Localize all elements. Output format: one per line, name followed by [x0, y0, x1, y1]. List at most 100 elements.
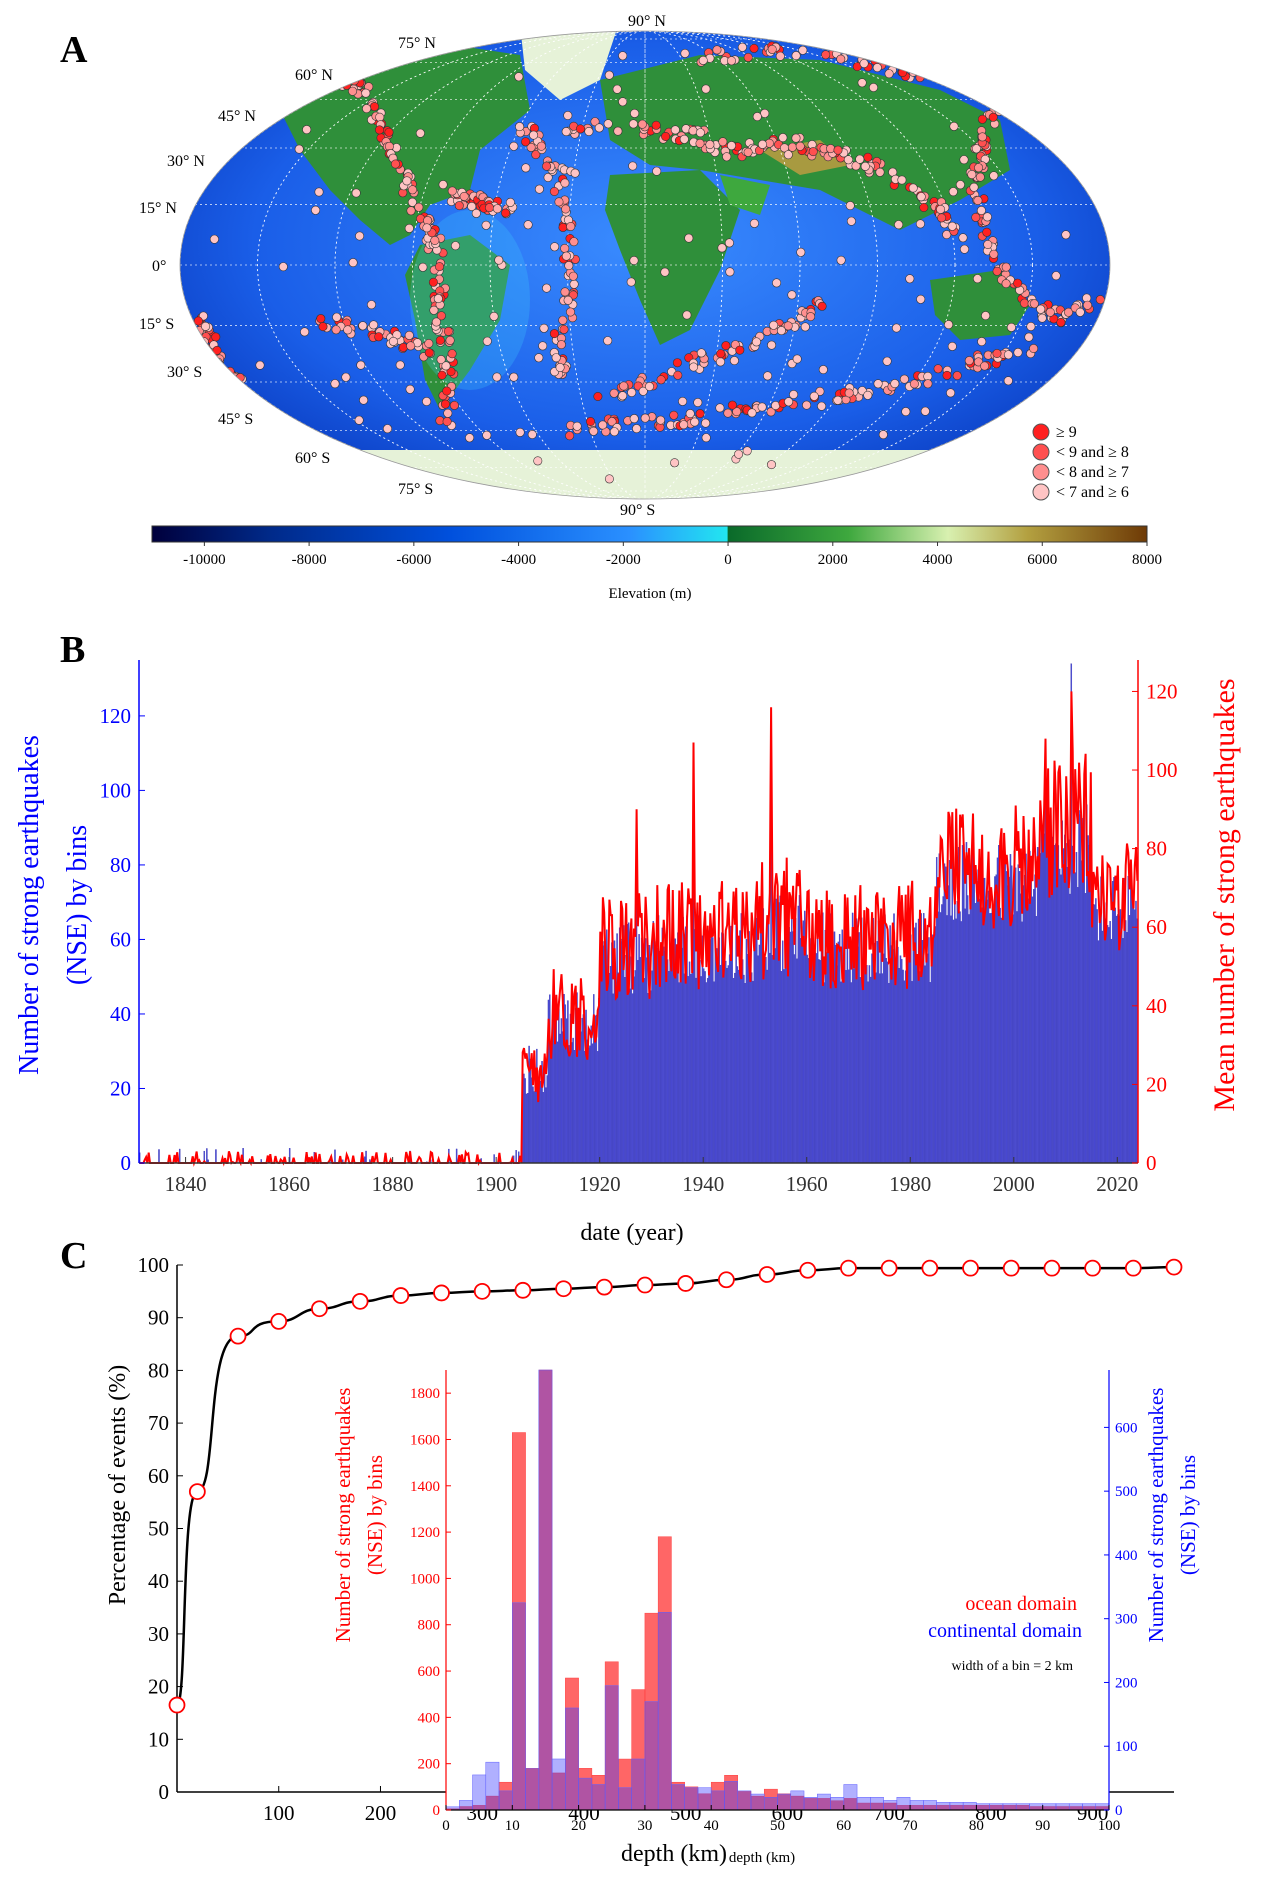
nse-bar	[859, 977, 862, 1164]
quake-dot	[1083, 300, 1093, 310]
continental-bar	[830, 1797, 845, 1811]
quake-dot	[332, 58, 342, 68]
panel-a: A	[60, 13, 1162, 602]
quake-dot	[977, 132, 987, 142]
continental-bar	[1015, 1803, 1030, 1811]
quake-dot	[356, 53, 366, 63]
y-tick-label-right: 20	[1146, 1072, 1167, 1096]
nse-bar	[1126, 932, 1128, 1164]
quake-dot	[815, 386, 825, 396]
panel-b-ylabel-left-line2: (NSE) by bins	[62, 825, 93, 985]
inset-x-tick-label: 20	[571, 1818, 586, 1834]
quake-dot	[358, 321, 368, 331]
quake-dot	[717, 243, 727, 253]
nse-bar	[662, 946, 665, 1164]
quake-dot	[716, 349, 726, 359]
quake-dot	[989, 249, 999, 259]
quake-dot	[207, 355, 217, 365]
nse-bar	[818, 959, 820, 1164]
nse-bar	[655, 959, 657, 1164]
nse-bar	[937, 911, 939, 1164]
nse-bar	[741, 959, 744, 1164]
nse-bar	[845, 970, 847, 1164]
nse-bar	[1060, 874, 1062, 1164]
quake-dot	[521, 163, 531, 173]
continental-bar	[883, 1800, 898, 1811]
nse-bar	[550, 1045, 552, 1164]
quake-dot	[651, 120, 661, 130]
nse-bar	[1023, 874, 1026, 1164]
nse-bar	[1115, 915, 1118, 1164]
nse-bar	[945, 866, 947, 1164]
nse-bar	[794, 917, 797, 1164]
nse-bar	[1131, 889, 1133, 1164]
continental-bar	[909, 1800, 924, 1811]
quake-dot	[787, 290, 797, 300]
nse-bar	[365, 1150, 367, 1164]
lat-30n: 30° N	[167, 153, 205, 170]
continental-bar	[485, 1761, 500, 1811]
quake-dot	[959, 244, 969, 254]
nse-bar	[924, 965, 926, 1164]
quake-dot	[817, 301, 827, 311]
quake-dot	[976, 206, 986, 216]
nse-bar	[669, 953, 671, 1164]
quake-dot	[318, 322, 328, 332]
nse-bar	[833, 931, 836, 1164]
quake-dot	[589, 426, 599, 436]
nse-bar	[1066, 866, 1069, 1164]
nse-bar	[910, 934, 912, 1164]
quake-dot	[193, 316, 203, 326]
nse-bar	[1117, 914, 1119, 1164]
quake-dot	[775, 51, 785, 61]
quake-dot	[369, 320, 379, 330]
nse-bar	[769, 952, 771, 1164]
nse-bar	[879, 973, 881, 1164]
quake-dot	[661, 132, 671, 142]
nse-bar	[639, 957, 642, 1164]
y-tick-label-right: 60	[1146, 915, 1167, 939]
nse-bar	[598, 997, 600, 1164]
nse-bar	[1067, 839, 1070, 1164]
quake-dot	[584, 127, 594, 137]
nse-bar	[542, 1092, 545, 1164]
quake-dot	[957, 75, 967, 85]
continental-bar	[1029, 1803, 1043, 1811]
nse-bar	[1039, 853, 1041, 1164]
nse-bar	[836, 965, 838, 1164]
quake-dot	[1024, 332, 1034, 342]
nse-bar	[783, 969, 785, 1164]
cumulative-point	[636, 1276, 654, 1294]
quake-dot	[442, 386, 452, 396]
nse-bar	[717, 963, 719, 1164]
quake-dot	[743, 147, 753, 157]
inset-ylabel-left-line1: Number of strong earthquakes	[331, 1388, 355, 1643]
continental-bar	[671, 1784, 685, 1811]
nse-bar	[867, 981, 869, 1164]
colorbar-strip	[151, 525, 1148, 543]
colorbar-tick-label: -2000	[606, 552, 641, 568]
meridian-line	[412, 31, 878, 499]
quake-dot	[565, 307, 575, 317]
nse-bar	[695, 977, 697, 1164]
quake-dot	[684, 233, 694, 243]
panel-c-ylabel: Percentage of events (%)	[105, 1365, 131, 1606]
quake-dot	[538, 341, 548, 351]
quake-dot	[857, 78, 867, 88]
inset-y-tick-label-left: 1000	[410, 1571, 440, 1587]
nse-bar	[713, 981, 715, 1164]
map-border	[179, 30, 1111, 500]
lat-60n: 60° N	[295, 67, 333, 84]
quake-dot	[1095, 295, 1105, 305]
quake-dot	[994, 87, 1004, 97]
nse-bar	[978, 898, 981, 1164]
quake-dot	[505, 197, 515, 207]
quake-dot	[952, 371, 962, 381]
quake-dot	[721, 341, 731, 351]
x-tick-label: 1840	[165, 1172, 207, 1196]
inset-y-tick-label-right: 600	[1115, 1420, 1138, 1436]
quake-dot	[695, 409, 705, 419]
quake-dot	[701, 84, 711, 94]
quake-dot	[685, 409, 695, 419]
nse-bar	[972, 848, 974, 1164]
